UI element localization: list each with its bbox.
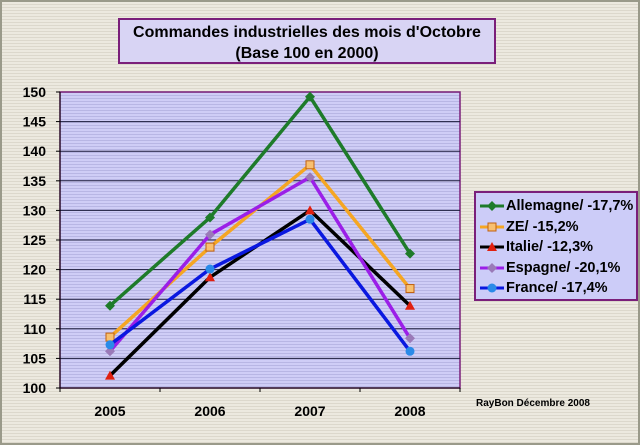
data-point: [405, 248, 415, 259]
series-line: [108, 217, 412, 353]
y-tick-label: 145: [23, 114, 47, 130]
data-point: [205, 242, 215, 252]
x-tick-label: 2005: [94, 403, 125, 419]
y-tick-label: 135: [23, 173, 47, 189]
data-point: [305, 91, 315, 102]
legend-item: Allemagne/ -17,7%: [480, 196, 636, 217]
y-tick-label: 110: [23, 321, 46, 337]
legend: Allemagne/ -17,7% ZE/ -15,2% Italie/ -12,3…: [474, 191, 638, 301]
data-point: [205, 212, 215, 223]
data-point: [405, 346, 415, 356]
legend-item: France/ -17,4%: [480, 278, 636, 299]
legend-label: France/ -17,4%: [506, 280, 608, 297]
legend-swatch-marker: [487, 222, 497, 232]
data-point: [105, 340, 115, 350]
legend-swatch-marker: [487, 283, 497, 293]
series-espagne: [105, 172, 415, 357]
data-point: [405, 333, 415, 344]
legend-swatch: [480, 201, 504, 212]
x-tick-label: 2008: [394, 403, 425, 419]
x-tick-label: 2006: [194, 403, 225, 419]
legend-item: Espagne/ -20,1%: [480, 258, 636, 279]
series-france: [105, 214, 415, 356]
y-tick-label: 140: [23, 143, 47, 159]
legend-label: Allemagne/ -17,7%: [506, 198, 634, 215]
y-tick-label: 100: [23, 380, 47, 396]
legend-swatch: [480, 262, 504, 273]
data-point: [205, 229, 215, 240]
chart-title: Commandes industrielles des mois d'Octob…: [133, 24, 481, 41]
data-point: [305, 205, 315, 215]
y-tick-label: 130: [23, 202, 47, 218]
data-point: [205, 272, 215, 282]
y-tick-label: 105: [23, 350, 47, 366]
legend-label: Italie/ -12,3%: [506, 239, 594, 256]
data-point: [305, 172, 315, 183]
legend-swatch: [480, 222, 504, 232]
data-point: [205, 264, 215, 274]
series-allemagne: [105, 91, 415, 311]
x-tick-label: 2007: [294, 403, 325, 419]
y-tick-label: 115: [23, 291, 46, 307]
series-line: [108, 94, 412, 308]
series-line: [108, 175, 412, 353]
legend-swatch: [480, 283, 504, 293]
legend-label: ZE/ -15,2%: [506, 218, 579, 235]
data-point: [405, 284, 415, 294]
legend-swatch-marker: [487, 242, 497, 252]
legend-swatch: [480, 242, 504, 252]
chart-subtitle: (Base 100 en 2000): [235, 45, 379, 62]
data-point: [105, 300, 115, 311]
data-point: [305, 214, 315, 224]
y-tick-label: 120: [23, 262, 47, 278]
legend-swatch-marker: [487, 262, 497, 273]
chart-title-box: Commandes industrielles des mois d'Octob…: [118, 18, 496, 64]
y-tick-label: 125: [23, 232, 47, 248]
legend-item: ZE/ -15,2%: [480, 217, 636, 238]
data-point: [105, 346, 115, 357]
legend-label: Espagne/ -20,1%: [506, 259, 621, 276]
data-point: [105, 370, 115, 380]
credit: RayBon Décembre 2008: [476, 398, 590, 409]
y-tick-label: 150: [23, 84, 47, 100]
data-point: [305, 160, 315, 170]
data-point: [105, 332, 115, 342]
data-point: [405, 300, 415, 310]
legend-item: Italie/ -12,3%: [480, 237, 636, 258]
legend-swatch-marker: [487, 201, 497, 212]
